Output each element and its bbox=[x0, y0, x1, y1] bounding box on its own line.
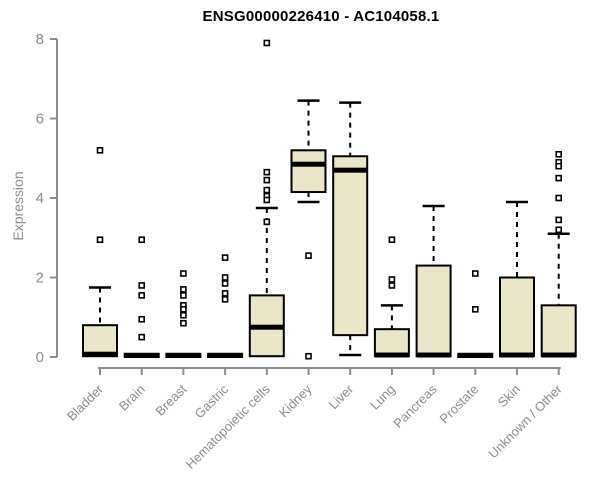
outlier-point bbox=[388, 282, 396, 289]
box-Liver bbox=[332, 155, 369, 337]
x-tick-label: Lung bbox=[367, 382, 398, 413]
outlier-point bbox=[96, 147, 104, 154]
outlier-point bbox=[180, 311, 187, 319]
outlier-point bbox=[138, 333, 145, 341]
outlier-point bbox=[138, 292, 145, 299]
median-Lung bbox=[374, 352, 409, 358]
outlier-point bbox=[555, 174, 563, 182]
outlier-point bbox=[305, 352, 312, 360]
x-tick-label: Pancreas bbox=[390, 381, 440, 431]
x-tick-label: Liver bbox=[326, 381, 357, 412]
box-Unknown / Other bbox=[540, 304, 577, 358]
outlier-point bbox=[180, 292, 187, 299]
x-tick-label: Breast bbox=[152, 381, 189, 418]
box-Skin bbox=[499, 276, 535, 358]
median-Bladder bbox=[83, 351, 117, 357]
x-tick-label: Gastric bbox=[192, 381, 232, 421]
outlier-point bbox=[221, 254, 229, 261]
outlier-point bbox=[221, 296, 229, 303]
chart-title: ENSG00000226410 - AC104058.1 bbox=[202, 8, 440, 25]
median-Gastric bbox=[208, 352, 243, 358]
box-Kidney bbox=[290, 149, 327, 194]
median-Pancreas bbox=[416, 352, 451, 358]
y-tick-label: 4 bbox=[36, 190, 44, 207]
outlier-point bbox=[555, 150, 563, 158]
median-Skin bbox=[500, 352, 534, 358]
outlier-point bbox=[263, 176, 271, 184]
x-tick-label: Bladder bbox=[64, 381, 107, 424]
outlier-point bbox=[263, 218, 271, 226]
outlier-point bbox=[555, 162, 563, 170]
box-Bladder bbox=[82, 324, 118, 358]
median-Unknown / Other bbox=[541, 352, 576, 358]
outlier-point bbox=[180, 270, 187, 277]
median-Kidney bbox=[291, 161, 326, 167]
median-Hematopoietic cells bbox=[249, 324, 284, 330]
box-Lung bbox=[373, 328, 410, 358]
x-tick-label: Kidney bbox=[276, 381, 315, 420]
outlier-point bbox=[138, 282, 145, 289]
outlier-point bbox=[138, 236, 145, 244]
y-tick-label: 8 bbox=[36, 31, 44, 48]
outlier-point bbox=[180, 305, 187, 313]
box-Pancreas bbox=[415, 264, 452, 358]
median-Prostate bbox=[458, 352, 493, 358]
x-tick-label: Prostate bbox=[437, 382, 482, 427]
outlier-point bbox=[180, 286, 187, 293]
y-tick-label: 6 bbox=[36, 111, 44, 128]
y-tick-label: 2 bbox=[36, 270, 44, 287]
outlier-point bbox=[263, 196, 271, 204]
outlier-point bbox=[305, 252, 312, 259]
outlier-point bbox=[263, 186, 271, 194]
outlier-point bbox=[138, 315, 145, 323]
x-tick-label: Brain bbox=[116, 382, 148, 414]
median-Brain bbox=[124, 352, 159, 358]
outlier-point bbox=[221, 274, 229, 281]
outlier-point bbox=[471, 305, 479, 313]
outlier-point bbox=[471, 270, 479, 277]
outlier-point bbox=[555, 194, 563, 202]
outlier-point bbox=[96, 236, 104, 244]
outlier-point bbox=[263, 168, 271, 176]
median-Breast bbox=[166, 352, 201, 358]
outlier-point bbox=[263, 39, 271, 47]
median-Liver bbox=[333, 167, 368, 173]
outlier-point bbox=[555, 216, 563, 224]
outlier-point bbox=[388, 236, 396, 244]
outlier-point bbox=[180, 319, 187, 327]
x-tick-label: Skin bbox=[495, 382, 523, 410]
y-tick-label: 0 bbox=[36, 349, 44, 366]
outlier-point bbox=[221, 290, 229, 297]
x-tick-label: Unknown / Other bbox=[485, 381, 565, 461]
outlier-point bbox=[221, 280, 229, 287]
outlier-point bbox=[388, 276, 396, 283]
outlier-point bbox=[555, 226, 563, 234]
